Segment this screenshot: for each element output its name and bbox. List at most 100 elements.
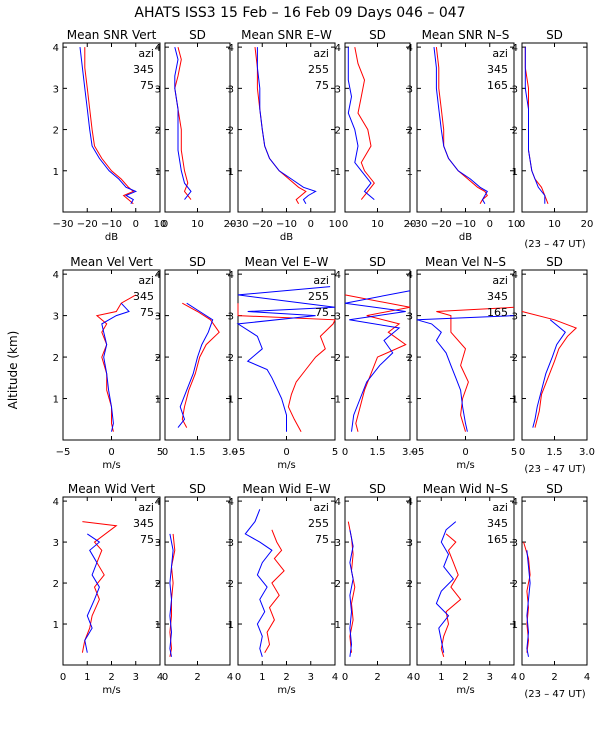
panel-title: SD	[189, 255, 206, 269]
x-tick-label: −10	[455, 219, 476, 230]
x-tick-label: 3	[133, 672, 139, 683]
panel-frame	[521, 496, 588, 666]
y-tick-label: 4	[228, 497, 234, 508]
x-tick-label: 0	[60, 672, 66, 683]
series-line-blue	[79, 47, 138, 205]
panel-title: Mean Wid E–W	[242, 482, 330, 496]
panel-frame	[521, 269, 588, 441]
series-line-blue	[174, 46, 192, 200]
legend-header: azi	[492, 47, 508, 60]
y-tick-label: 3	[228, 312, 234, 323]
series-line-blue	[177, 302, 214, 428]
y-tick-label: 3	[155, 538, 161, 549]
y-tick-label: 4	[53, 497, 59, 508]
panel-title: SD	[189, 482, 206, 496]
y-tick-label: 2	[407, 126, 413, 137]
panel-title: Mean Vel E–W	[245, 255, 329, 269]
y-tick-label: 2	[335, 579, 341, 590]
panel-4: Mean SNR N–S 1 2 3 4 −30 −20 −10 0 10 dB azi 345 165	[406, 28, 520, 243]
legend-header: azi	[138, 501, 154, 514]
y-tick-label: 1	[512, 620, 518, 631]
panel-11: SD 1 2 3 4 0 1.5 3.0	[512, 255, 595, 458]
y-tick-label: 1	[155, 620, 161, 631]
y-tick-label: 1	[53, 167, 59, 178]
series-line-red	[84, 47, 135, 205]
series-line-blue	[244, 509, 273, 657]
x-axis-label: m/s	[277, 685, 295, 696]
x-tick-label: −5	[56, 447, 71, 458]
x-tick-label: 2	[194, 672, 200, 683]
y-tick-label: 2	[335, 126, 341, 137]
panel-title: Mean SNR N–S	[422, 28, 510, 42]
panel-title: SD	[369, 255, 386, 269]
x-tick-label: 10	[329, 219, 342, 230]
y-tick-label: 4	[155, 497, 161, 508]
figure-title: AHATS ISS3 15 Feb – 16 Feb 09 Days 046 –…	[134, 5, 465, 21]
panel-title: SD	[369, 482, 386, 496]
x-tick-label: 0	[414, 672, 420, 683]
legend-entry: 75	[315, 306, 329, 319]
x-tick-label: 4	[227, 672, 233, 683]
ut-range-note: (23 – 47 UT)	[524, 689, 585, 700]
panel-frame	[521, 42, 588, 213]
y-tick-label: 1	[155, 167, 161, 178]
y-tick-label: 3	[512, 84, 518, 95]
x-axis-label: dB	[459, 232, 472, 243]
series-line-red	[354, 47, 375, 200]
legend-entry: 345	[487, 517, 508, 530]
y-tick-label: 4	[407, 270, 413, 281]
x-tick-label: 0	[108, 447, 114, 458]
legend-entry: 345	[487, 290, 508, 303]
series-line-blue	[416, 315, 515, 432]
panel-title: SD	[546, 28, 563, 42]
x-tick-label: 0	[133, 219, 139, 230]
legend-entry: 165	[487, 79, 508, 92]
y-tick-label: 1	[407, 395, 413, 406]
y-tick-label: 2	[407, 353, 413, 364]
x-tick-label: 0	[308, 219, 314, 230]
series-line-blue	[344, 290, 411, 432]
y-tick-label: 3	[53, 538, 59, 549]
x-tick-label: 5	[511, 447, 517, 458]
x-tick-label: 20	[581, 219, 594, 230]
series-line-blue	[169, 533, 174, 657]
x-tick-label: 0	[342, 447, 348, 458]
y-tick-label: 4	[512, 43, 518, 54]
x-tick-label: 1.5	[190, 447, 206, 458]
x-tick-label: −20	[252, 219, 273, 230]
x-tick-label: 2	[551, 672, 557, 683]
y-tick-label: 3	[53, 84, 59, 95]
y-tick-label: 2	[155, 353, 161, 364]
x-axis-label: m/s	[456, 460, 474, 471]
y-tick-label: 3	[228, 84, 234, 95]
x-tick-label: 0	[519, 219, 525, 230]
y-tick-label: 3	[335, 312, 341, 323]
y-tick-label: 2	[512, 579, 518, 590]
legend-entry: 255	[308, 517, 329, 530]
y-tick-label: 1	[512, 167, 518, 178]
series-line-red	[521, 311, 578, 428]
x-tick-label: 10	[548, 219, 561, 230]
x-tick-label: 4	[332, 672, 338, 683]
x-axis-label: m/s	[102, 460, 120, 471]
x-tick-label: 0	[462, 447, 468, 458]
y-tick-label: 2	[53, 353, 59, 364]
x-tick-label: 2	[462, 672, 468, 683]
y-tick-label: 4	[53, 270, 59, 281]
y-tick-label: 2	[53, 579, 59, 590]
ut-range-note: (23 – 47 UT)	[524, 239, 585, 250]
series-line-red	[264, 529, 285, 653]
legend-entry: 345	[487, 63, 508, 76]
series-line-blue	[347, 47, 375, 200]
y-tick-label: 2	[407, 579, 413, 590]
y-tick-label: 3	[228, 538, 234, 549]
series-line-blue	[526, 550, 531, 657]
y-tick-label: 2	[512, 353, 518, 364]
panel-frame	[164, 269, 231, 441]
